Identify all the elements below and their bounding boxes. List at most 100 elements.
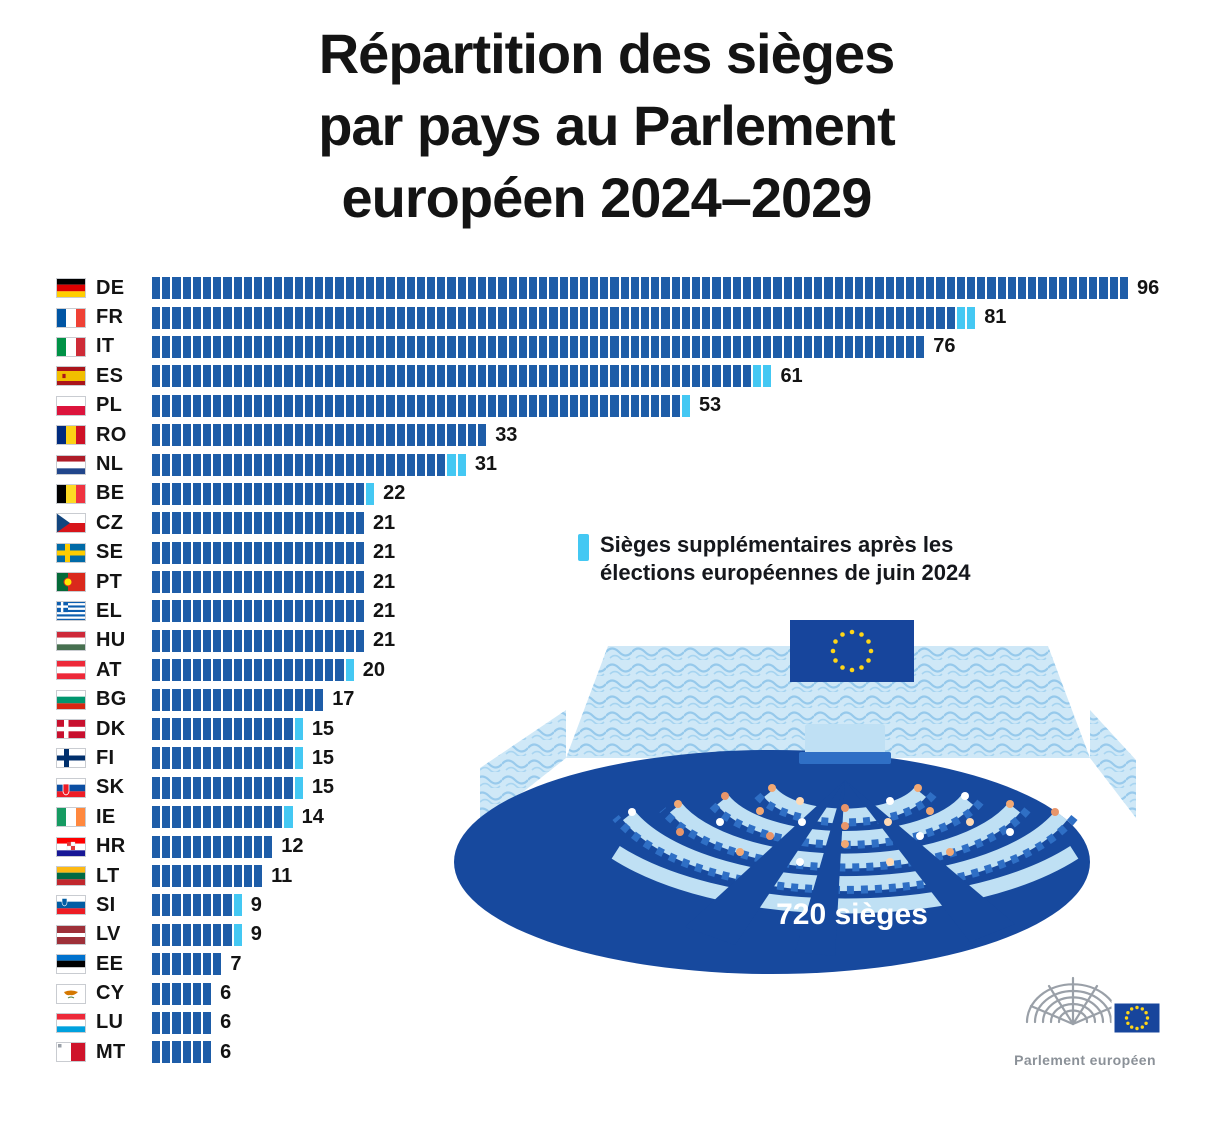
seat-segment	[345, 306, 354, 329]
seat-bar	[152, 424, 487, 447]
seat-segment	[264, 571, 273, 594]
seat-segment	[325, 277, 334, 300]
seat-segment	[182, 776, 191, 799]
seat-segment	[202, 571, 212, 594]
seat-segment	[895, 306, 904, 329]
seat-segment	[304, 659, 313, 682]
seat-segment	[202, 747, 212, 770]
seat-segment	[162, 482, 171, 505]
seat-segment	[365, 306, 375, 329]
seat-segment	[253, 277, 263, 300]
seat-segment	[202, 688, 212, 711]
seat-segment	[192, 1011, 201, 1034]
seat-segment	[702, 335, 711, 358]
seat-segment	[223, 776, 232, 799]
seat-segment	[518, 365, 527, 388]
seat-segment	[569, 277, 578, 300]
seat-segment	[152, 335, 161, 358]
seat-segment	[284, 747, 293, 770]
seat-segment	[386, 306, 395, 329]
seat-segment	[345, 453, 354, 476]
seat-segment	[1089, 277, 1098, 300]
seat-segment	[243, 306, 252, 329]
seat-segment	[905, 277, 915, 300]
seat-segment	[691, 277, 701, 300]
extra-seats-legend-text: Sièges supplémentaires après les élection…	[600, 531, 970, 587]
extra-seat-segment	[956, 306, 965, 329]
country-code: FI	[96, 746, 115, 769]
seat-segment	[406, 277, 415, 300]
seat-segment	[355, 335, 364, 358]
seat-segment	[192, 394, 201, 417]
seat-count: 33	[495, 423, 518, 446]
seat-segment	[396, 277, 405, 300]
seat-segment	[742, 306, 752, 329]
seat-segment	[742, 365, 752, 388]
seat-segment	[793, 277, 802, 300]
seat-segment	[824, 306, 833, 329]
seat-segment	[152, 571, 161, 594]
seat-count: 76	[933, 335, 956, 358]
seat-segment	[365, 424, 375, 447]
seat-segment	[895, 277, 904, 300]
seat-segment	[641, 306, 650, 329]
seat-segment	[467, 394, 476, 417]
chart-row-es: ES 61	[56, 365, 1159, 388]
seat-segment	[427, 306, 436, 329]
seat-segment	[355, 482, 364, 505]
seat-segment	[274, 394, 283, 417]
seat-segment	[233, 835, 242, 858]
seat-segment	[427, 335, 436, 358]
seat-segment	[152, 953, 161, 976]
seat-count: 21	[372, 511, 396, 534]
seat-segment	[498, 306, 507, 329]
seat-segment	[264, 747, 273, 770]
seat-segment	[641, 277, 650, 300]
seat-segment	[854, 306, 864, 329]
chart-row-fi: FI 15	[56, 746, 1159, 770]
seat-segment	[233, 600, 242, 623]
seat-segment	[885, 335, 894, 358]
seat-segment	[345, 541, 354, 564]
seat-segment	[304, 629, 313, 652]
seat-bar	[152, 718, 303, 741]
seat-segment	[345, 394, 354, 417]
seat-bar	[152, 541, 364, 564]
seat-segment	[202, 277, 212, 300]
seat-segment	[345, 512, 354, 535]
seat-segment	[916, 277, 925, 300]
seat-segment	[213, 453, 222, 476]
seat-segment	[712, 365, 721, 388]
flag-cy-icon	[56, 983, 86, 1004]
seat-segment	[213, 953, 222, 976]
seat-count: 6	[220, 982, 232, 1005]
seat-segment	[202, 1011, 212, 1034]
seat-segment	[274, 306, 283, 329]
extra-seat-segment	[681, 394, 690, 417]
seat-segment	[325, 453, 334, 476]
seat-segment	[386, 335, 395, 358]
seat-segment	[243, 835, 252, 858]
seat-segment	[182, 571, 191, 594]
seat-segment	[243, 747, 252, 770]
seat-segment	[386, 365, 395, 388]
seat-segment	[213, 894, 222, 917]
logo-eu-flag-icon	[1111, 1000, 1163, 1036]
seat-segment	[345, 571, 354, 594]
seat-segment	[325, 629, 334, 652]
seat-segment	[233, 482, 242, 505]
seat-segment	[498, 394, 507, 417]
seat-segment	[162, 718, 171, 741]
seat-segment	[202, 600, 212, 623]
seat-segment	[936, 277, 945, 300]
seat-segment	[284, 571, 293, 594]
seat-count: 81	[984, 306, 1007, 329]
seat-segment	[488, 365, 497, 388]
seat-segment	[152, 482, 161, 505]
extra-seat-segment	[967, 306, 976, 329]
seat-segment	[478, 365, 487, 388]
seat-segment	[427, 277, 436, 300]
seat-segment	[253, 629, 263, 652]
seat-segment	[773, 306, 782, 329]
seat-segment	[651, 277, 660, 300]
